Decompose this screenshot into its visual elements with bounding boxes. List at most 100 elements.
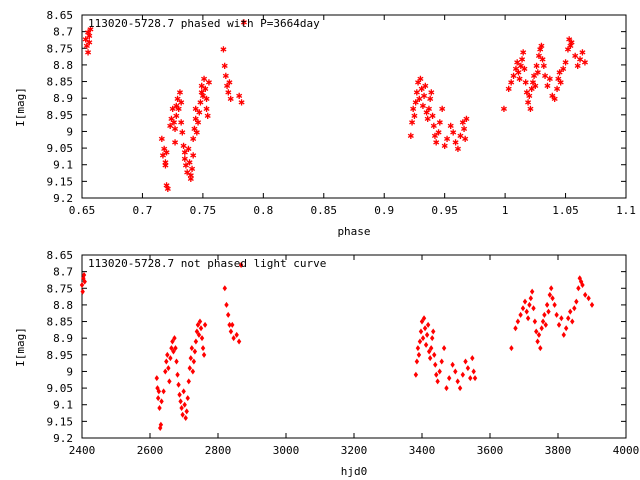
data-point: ✱ — [206, 76, 213, 89]
data-point — [460, 371, 465, 378]
data-point — [80, 288, 85, 295]
data-point: ✱ — [537, 42, 544, 55]
data-point: ✱ — [85, 46, 92, 59]
data-point — [416, 351, 422, 358]
data-point — [172, 335, 177, 342]
data-point: ✱ — [544, 79, 551, 92]
data-point — [566, 315, 571, 322]
data-point — [447, 375, 452, 382]
x-tick-label: 0.9 — [374, 204, 394, 217]
data-point: ✱ — [187, 172, 194, 185]
data-point: ✱ — [412, 96, 419, 109]
data-point: ✱ — [203, 102, 210, 115]
y-tick-label: 8.7 — [53, 266, 73, 279]
x-tick-label: 2400 — [69, 444, 96, 457]
data-point — [231, 335, 236, 342]
data-point — [166, 365, 171, 372]
data-point: ✱ — [514, 56, 521, 69]
data-point: ✱ — [437, 115, 444, 128]
data-point: ✱ — [223, 69, 230, 82]
data-point — [154, 375, 159, 382]
data-point — [82, 278, 87, 285]
data-point — [554, 311, 559, 318]
data-point — [175, 371, 180, 378]
x-tick-label: 0.85 — [311, 204, 338, 217]
data-point — [547, 291, 553, 298]
data-point — [465, 365, 471, 372]
data-point: ✱ — [519, 52, 526, 65]
x-tick-label: 0.95 — [431, 204, 458, 217]
data-point — [182, 401, 187, 408]
data-point: ✱ — [197, 96, 204, 109]
data-point — [193, 338, 199, 345]
data-point: ✱ — [169, 102, 176, 115]
y-tick-label: 8.9 — [53, 92, 73, 105]
data-point — [230, 321, 235, 328]
data-point — [414, 358, 420, 365]
x-tick-label: 1 — [502, 204, 509, 217]
data-point: ✱ — [549, 89, 556, 102]
data-point: ✱ — [201, 72, 208, 85]
data-point: ✱ — [161, 142, 168, 155]
data-point: ✱ — [175, 102, 182, 115]
data-point — [552, 301, 557, 308]
data-point: ✱ — [198, 86, 205, 99]
data-point — [434, 371, 439, 378]
data-point: ✱ — [501, 102, 508, 115]
data-point — [195, 321, 201, 328]
data-point: ✱ — [433, 135, 440, 148]
data-point: ✱ — [173, 99, 180, 112]
data-point — [417, 338, 423, 345]
data-point: ✱ — [534, 66, 541, 79]
data-point: ✱ — [527, 102, 534, 115]
data-point: ✱ — [457, 129, 464, 142]
data-point: ✱ — [566, 32, 573, 45]
data-point: ✱ — [190, 149, 197, 162]
data-point: ✱ — [186, 155, 193, 168]
data-point — [164, 358, 169, 365]
data-point: ✱ — [204, 109, 211, 122]
data-point: ✱ — [538, 39, 545, 52]
data-point: ✱ — [522, 76, 529, 89]
data-point — [427, 355, 433, 362]
data-point — [191, 358, 197, 365]
data-point: ✱ — [562, 56, 569, 69]
data-point: ✱ — [409, 115, 416, 128]
data-point — [444, 385, 449, 392]
data-point: ✱ — [415, 76, 422, 89]
data-point — [79, 281, 85, 288]
data-point: ✱ — [428, 86, 435, 99]
data-point — [186, 378, 191, 385]
data-point: ✱ — [173, 109, 180, 122]
data-point — [432, 351, 437, 358]
data-point — [168, 355, 173, 362]
data-point: ✱ — [86, 36, 93, 49]
x-axis-label: phase — [337, 225, 370, 238]
y-tick-label: 9 — [66, 125, 73, 138]
data-point — [509, 345, 514, 352]
data-point — [439, 358, 444, 365]
data-point — [531, 305, 536, 312]
plot-title: 113020-5728.7 phased with P=3664day — [88, 17, 320, 30]
y-tick-label: 8.85 — [47, 76, 74, 89]
y-tick-label: 8.85 — [47, 316, 74, 329]
data-point — [198, 325, 204, 332]
data-point: ✱ — [439, 102, 446, 115]
data-point — [435, 378, 440, 385]
data-point: ✱ — [524, 86, 531, 99]
data-point — [196, 331, 202, 338]
data-point — [201, 351, 207, 358]
data-point: ✱ — [536, 49, 543, 62]
data-point: ✱ — [198, 79, 205, 92]
data-point: ✱ — [430, 119, 437, 132]
data-point: ✱ — [582, 56, 589, 69]
data-point — [426, 348, 432, 355]
x-tick-label: 2800 — [205, 444, 232, 457]
data-point — [430, 335, 435, 342]
y-tick-label: 8.75 — [47, 42, 74, 55]
y-tick-label: 8.95 — [47, 349, 74, 362]
data-point: ✱ — [221, 59, 228, 72]
data-point: ✱ — [414, 86, 421, 99]
data-point — [589, 301, 595, 308]
data-point — [538, 345, 543, 352]
